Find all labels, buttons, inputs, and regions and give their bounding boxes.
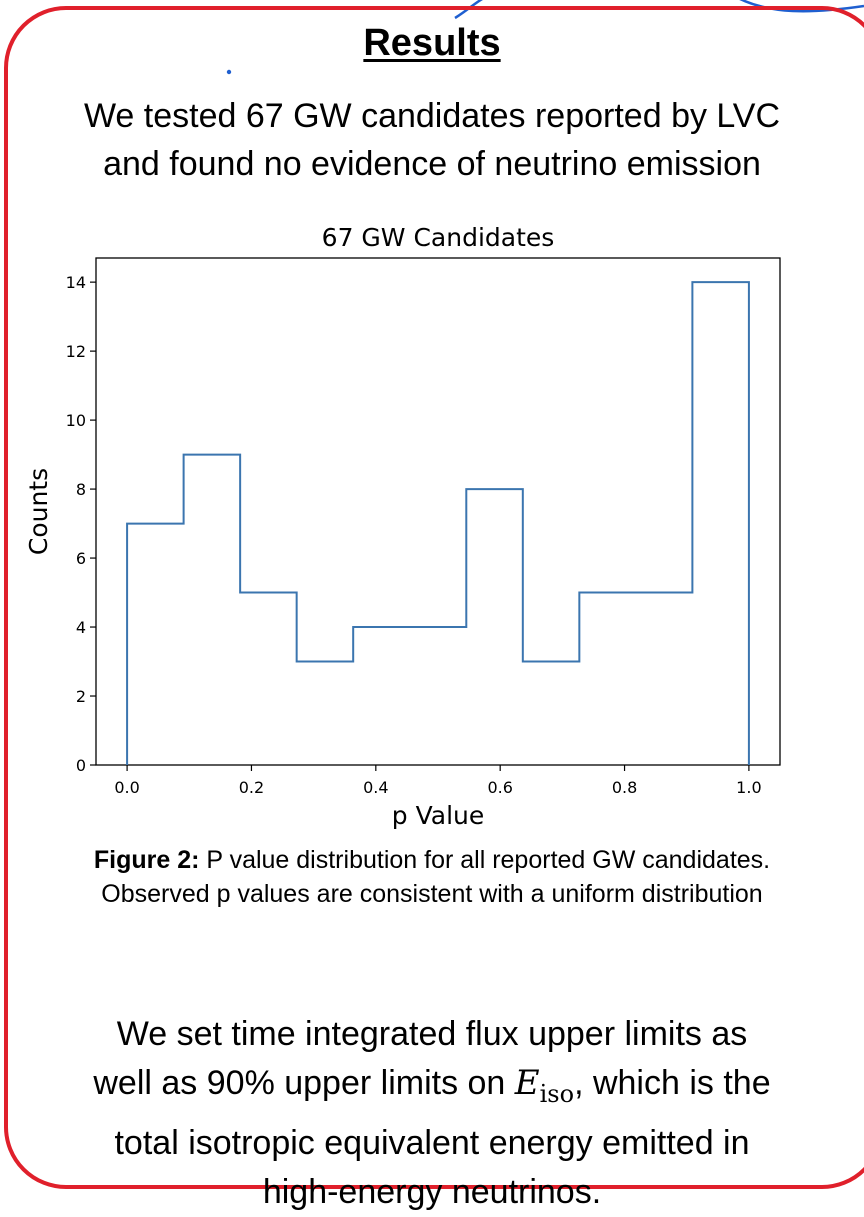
intro-line-1: We tested 67 GW candidates reported by L…	[83, 97, 781, 135]
histogram-bin	[184, 455, 241, 765]
x-tick-label: 0.4	[363, 778, 388, 797]
figure-caption: Figure 2: P value distribution for all r…	[0, 843, 864, 911]
histogram-bin	[579, 593, 636, 765]
conclusion-line-2: well as 90% upper limits on Eiso, which …	[0, 1059, 864, 1119]
intro-line-2: and found no evidence of neutrino emissi…	[103, 145, 761, 183]
conclusion-line-3: total isotropic equivalent energy emitte…	[114, 1123, 750, 1162]
results-panel-border	[4, 6, 864, 1189]
caption-line-2: Observed p values are consistent with a …	[101, 880, 763, 908]
y-tick-label: 0	[76, 756, 86, 775]
pvalue-histogram: 67 GW Candidates 0.0 0.2 0.4 0.6 0.8 1.0 0 2 4 6 8 1…	[24, 223, 781, 830]
x-axis-label: p Value	[392, 801, 484, 830]
caption-line-1: P value distribution for all reported GW…	[199, 846, 771, 874]
histogram-bin	[297, 662, 354, 765]
results-heading: Results	[363, 22, 501, 64]
histogram-bin	[353, 627, 410, 765]
histogram-bin	[466, 489, 523, 765]
pen-dot	[226, 69, 232, 75]
y-tick-label: 14	[66, 273, 86, 292]
conclusion-line-4: high-energy neutrinos.	[262, 1172, 602, 1211]
histogram-bin	[240, 593, 297, 765]
histogram-bin	[636, 593, 693, 765]
eiso-letter: E	[514, 1063, 540, 1103]
conclusion-line-2-pre: well as 90% upper limits on	[93, 1064, 515, 1102]
x-tick-label: 0.0	[114, 778, 139, 797]
y-tick-label: 6	[76, 549, 86, 568]
eiso-subscript: iso	[539, 1079, 575, 1108]
y-axis-label: Counts	[24, 468, 53, 555]
histogram-bin	[692, 282, 749, 765]
y-tick-label: 10	[66, 411, 86, 430]
histogram-bin	[127, 524, 184, 765]
chart-title: 67 GW Candidates	[322, 223, 555, 252]
y-tick-label: 8	[76, 480, 86, 499]
x-tick-label: 1.0	[736, 778, 761, 797]
histogram-bin	[523, 662, 580, 765]
x-tick-label: 0.6	[487, 778, 512, 797]
x-tick-label: 0.8	[612, 778, 637, 797]
y-tick-label: 2	[76, 687, 86, 706]
intro-text: We tested 67 GW candidates reported by L…	[0, 92, 864, 188]
caption-label: Figure 2:	[93, 846, 200, 874]
conclusion-text: We set time integrated flux upper limits…	[0, 1010, 864, 1217]
histogram-outline	[126, 281, 750, 765]
conclusion-line-1: We set time integrated flux upper limits…	[116, 1015, 748, 1053]
y-tick-label: 12	[66, 342, 86, 361]
y-tick-label: 4	[76, 618, 86, 637]
eiso-symbol: Eiso	[514, 1063, 574, 1108]
x-tick-label: 0.2	[239, 778, 264, 797]
conclusion-line-2-post: , which is the	[574, 1064, 771, 1102]
pen-stroke-right	[739, 0, 864, 13]
histogram-bin	[410, 627, 467, 765]
plot-frame	[95, 257, 781, 766]
